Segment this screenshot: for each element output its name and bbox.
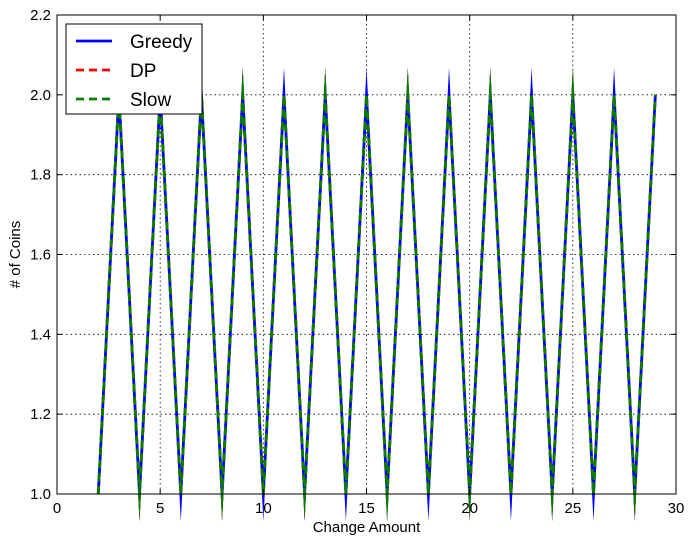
x-tick-label: 20	[461, 500, 478, 517]
legend-label-greedy: Greedy	[130, 32, 193, 53]
axis-ticks	[56, 14, 677, 495]
y-tick-label: 1.8	[30, 167, 51, 184]
y-tick-label: 2.0	[30, 87, 51, 104]
legend-label-dp: DP	[130, 61, 156, 82]
y-tick-label: 1.2	[30, 406, 51, 423]
x-tick-label: 30	[668, 500, 685, 517]
y-tick-label: 1.6	[30, 247, 51, 264]
y-tick-label: 1.4	[30, 326, 51, 343]
x-tick-label: 5	[156, 500, 164, 517]
x-tick-label: 10	[255, 500, 272, 517]
grid-lines	[57, 15, 676, 494]
legend-box	[65, 23, 203, 115]
y-axis-label: # of Coins	[7, 221, 24, 289]
x-tick-label: 15	[358, 500, 375, 517]
legend-label-slow: Slow	[130, 90, 171, 111]
x-tick-label: 0	[53, 500, 61, 517]
series-line-slow	[96, 67, 657, 522]
legend: Greedy DP Slow	[65, 23, 203, 115]
y-tick-label: 1.0	[30, 486, 51, 503]
x-axis-label: Change Amount	[313, 519, 421, 536]
tick-labels: 0 5 10 15 20 25 30 1.0 1.2 1.4 1.6 1.8 2.0 2.2	[30, 7, 684, 517]
y-tick-label: 2.2	[30, 7, 51, 24]
series-lines	[96, 67, 657, 522]
x-tick-label: 25	[564, 500, 581, 517]
